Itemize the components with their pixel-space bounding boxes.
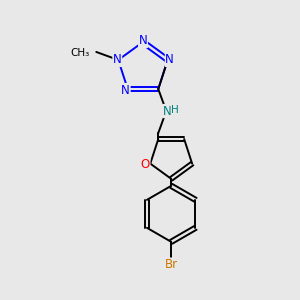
Text: N: N <box>113 53 122 67</box>
Text: N: N <box>163 104 172 118</box>
Text: H: H <box>171 105 179 115</box>
Text: N: N <box>139 34 147 47</box>
Text: N: N <box>165 53 174 67</box>
Text: N: N <box>121 83 130 97</box>
Text: Br: Br <box>165 258 178 271</box>
Text: CH₃: CH₃ <box>70 48 89 58</box>
Text: O: O <box>141 158 150 171</box>
